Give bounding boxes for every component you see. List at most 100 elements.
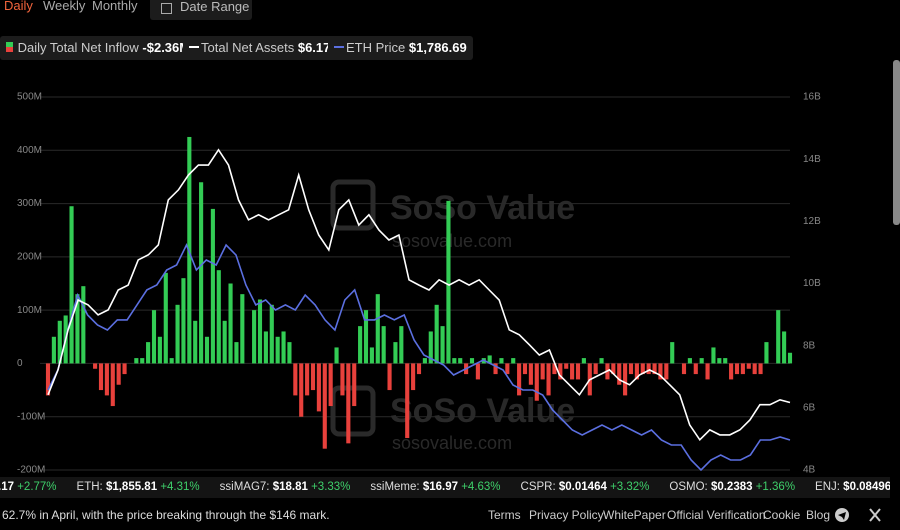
bar xyxy=(746,363,751,369)
bar xyxy=(305,363,310,396)
bar xyxy=(628,363,634,375)
ticker-item[interactable]: OSMO: $0.2383 +1.36% xyxy=(669,481,795,493)
ticker-change: +1.36% xyxy=(755,481,796,493)
bar xyxy=(581,358,586,364)
ticker-change: +4.31% xyxy=(160,481,200,493)
bar xyxy=(499,358,504,364)
y-tick-label: 300M xyxy=(17,198,42,209)
ticker-item[interactable]: .17 +2.77% xyxy=(0,481,57,493)
bar xyxy=(157,336,162,364)
ticker-change: +2.77% xyxy=(17,481,57,493)
bar xyxy=(734,363,740,375)
bar xyxy=(151,310,157,364)
bar xyxy=(252,310,257,364)
bar xyxy=(517,363,522,396)
bar xyxy=(122,363,127,375)
footer-link[interactable]: Terms xyxy=(488,508,521,522)
watermark: SoSo Value sosovalue.com SoSo Value soso… xyxy=(330,179,575,453)
bar xyxy=(240,294,245,364)
ticker-price: $1,855.81 xyxy=(105,481,158,493)
bar xyxy=(687,358,692,364)
news-text: 62.7% in April, with the price breaking … xyxy=(2,508,330,522)
footer-link[interactable]: Privacy Policy xyxy=(529,508,604,522)
watermark-site: sosovalue.com xyxy=(392,433,512,453)
bar xyxy=(175,304,180,364)
bar xyxy=(575,363,581,380)
bar xyxy=(163,272,168,364)
ticker-name: CSPR: xyxy=(520,481,556,493)
bar xyxy=(69,206,74,364)
bar xyxy=(664,363,669,380)
bar xyxy=(475,363,480,380)
bar xyxy=(599,358,604,364)
y2-tick-label: 6B xyxy=(803,402,816,413)
bar xyxy=(458,358,463,364)
ticker-price: $0.08496 xyxy=(843,481,890,493)
scrollbar[interactable] xyxy=(893,60,900,225)
y-tick-label: 100M xyxy=(17,305,42,316)
bar xyxy=(681,363,687,375)
bar xyxy=(564,363,569,369)
bar xyxy=(199,182,204,364)
ticker-name: OSMO: xyxy=(669,481,708,493)
bar xyxy=(723,358,728,364)
bar xyxy=(405,363,410,439)
footer-link[interactable]: Blog xyxy=(806,508,831,522)
ticker-item[interactable]: ENJ: $0.08496 +0.72% xyxy=(815,481,890,493)
bar xyxy=(334,347,339,364)
ticker-item[interactable]: CSPR: $0.01464 +3.32% xyxy=(521,481,650,493)
bar xyxy=(658,363,663,380)
bar xyxy=(322,363,327,449)
date-range-button[interactable]: Date Range xyxy=(150,0,252,20)
bar xyxy=(98,363,104,391)
footer-link[interactable]: Official Verification xyxy=(667,508,766,522)
footer-link[interactable]: Cookie xyxy=(763,508,801,522)
bar xyxy=(57,320,62,364)
bar xyxy=(729,363,734,380)
bar xyxy=(646,363,651,375)
bar xyxy=(263,331,268,364)
bar xyxy=(375,294,380,364)
tab[interactable]: Daily xyxy=(4,0,33,13)
legend-item[interactable]: ETH Price $1,786.69 xyxy=(328,36,473,60)
bar xyxy=(446,200,451,364)
bar xyxy=(670,342,675,364)
legend-icon xyxy=(334,46,344,48)
bar xyxy=(134,358,139,364)
bar xyxy=(493,363,498,375)
ticker-name: ETH: xyxy=(76,481,103,493)
y-tick-label: 500M xyxy=(17,92,42,103)
ticker-item[interactable]: ssiMAG7: $18.81 +3.33% xyxy=(220,481,351,493)
y-tick-label: -200M xyxy=(17,465,45,476)
bar xyxy=(210,208,215,364)
bar xyxy=(705,363,710,380)
bar xyxy=(428,331,433,364)
bar xyxy=(387,363,392,391)
bar xyxy=(623,363,628,396)
bar xyxy=(540,363,545,380)
y2-tick-label: 8B xyxy=(803,340,816,351)
ticker-name: ssiMeme: xyxy=(370,481,420,493)
bar xyxy=(776,310,781,364)
bar xyxy=(216,270,221,364)
social-icons[interactable] xyxy=(832,505,892,525)
bar xyxy=(534,363,539,401)
bar xyxy=(558,363,563,380)
bar xyxy=(717,358,722,364)
y2-tick-label: 14B xyxy=(803,154,821,165)
bar xyxy=(234,342,239,364)
bar xyxy=(269,304,274,364)
tab[interactable]: Weekly xyxy=(43,0,86,13)
legend-item[interactable]: Daily Total Net Inflow -$2.36M xyxy=(0,36,197,60)
ticker-change: +3.33% xyxy=(311,481,351,493)
bar xyxy=(310,363,316,391)
ticker-item[interactable]: ssiMeme: $16.97 +4.63% xyxy=(370,481,500,493)
tab[interactable]: Monthly xyxy=(92,0,138,13)
ticker-item[interactable]: ETH: $1,855.81 +4.31% xyxy=(77,481,200,493)
footer-link[interactable]: WhitePaper xyxy=(603,508,666,522)
bar xyxy=(140,358,145,364)
bar xyxy=(316,363,321,412)
ticker-name: ssiMAG7: xyxy=(219,481,270,493)
bar xyxy=(257,299,263,364)
